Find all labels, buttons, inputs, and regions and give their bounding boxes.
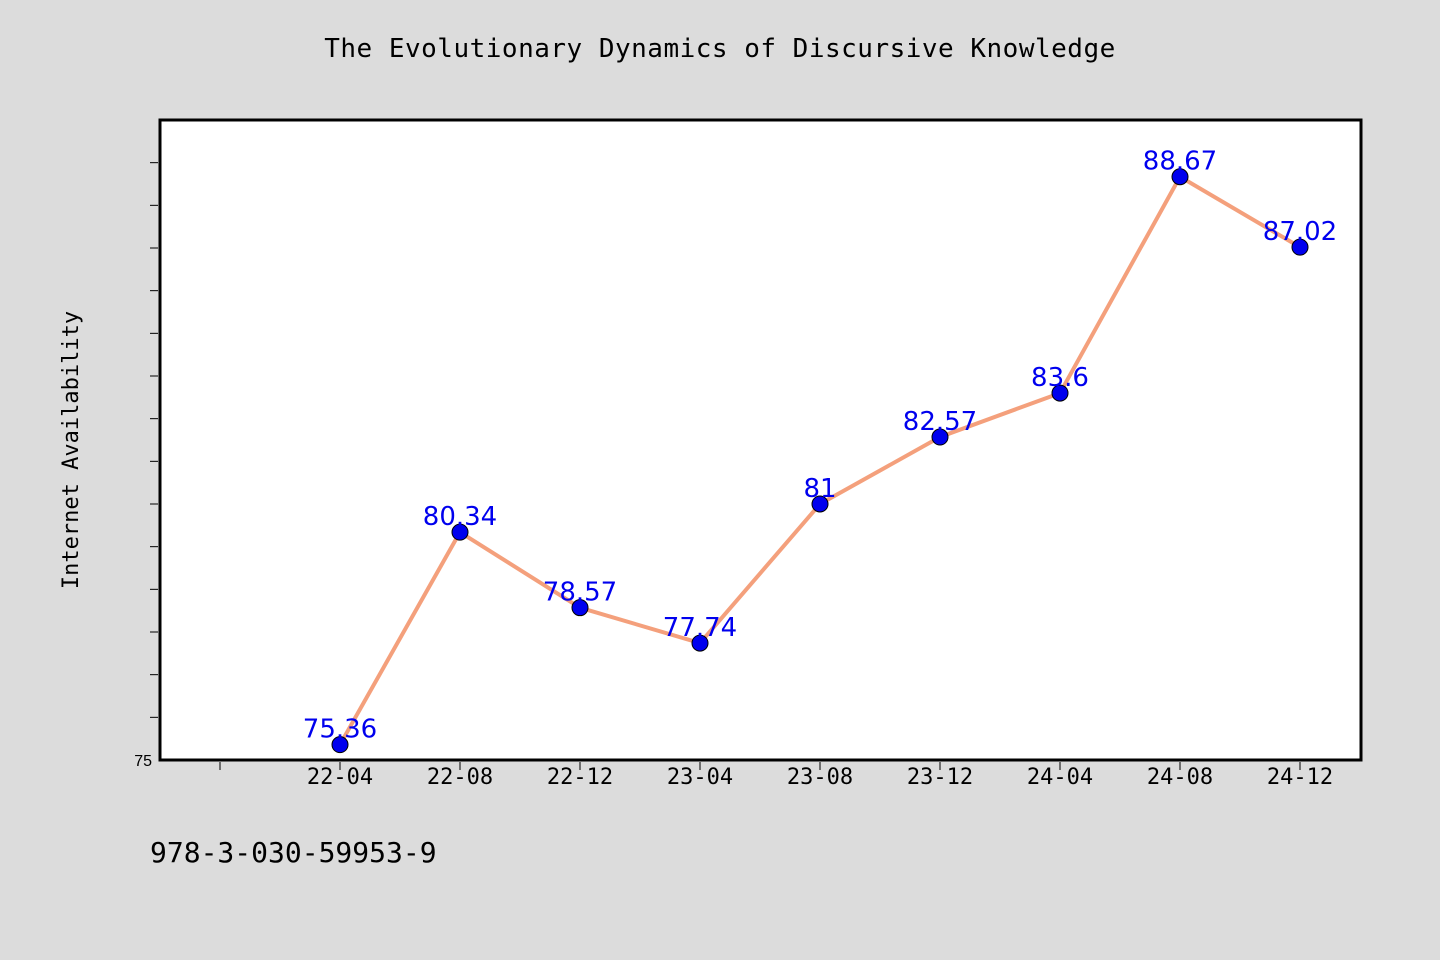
data-label: 75.36 (303, 715, 377, 745)
x-tick-label: 24-04 (1027, 765, 1093, 790)
data-label: 82.57 (903, 407, 977, 437)
data-label: 80.34 (423, 502, 497, 532)
x-tick-label: 22-12 (547, 765, 613, 790)
data-label: 83.6 (1031, 363, 1089, 393)
series-layer: 75.36 80.34 78.57 77.74 81 82.57 83.6 88.67 87.0… (303, 147, 1337, 754)
data-point (691, 634, 709, 652)
chart-title: The Evolutionary Dynamics of Discursive … (324, 34, 1116, 64)
data-label: 77.74 (663, 613, 737, 643)
data-label: 81 (803, 474, 836, 504)
data-point (571, 599, 589, 617)
data-point (331, 736, 349, 754)
x-tick-label: 22-04 (307, 765, 373, 790)
data-label: 78.57 (543, 578, 617, 608)
x-tick-label: 22-08 (427, 765, 493, 790)
y-tick-label: 75 (134, 753, 152, 770)
data-point (1171, 168, 1189, 186)
x-axis-ticks: 22-04 22-08 22-12 23-04 23-08 23-12 24-04 24-08… (219, 762, 1333, 790)
data-point (1291, 238, 1309, 256)
y-axis-ticks: 75 (134, 162, 158, 770)
y-axis-label: Internet Availability (59, 311, 84, 589)
x-tick-label: 24-12 (1267, 765, 1333, 790)
x-tick-label: 23-04 (667, 765, 733, 790)
data-point (1051, 384, 1069, 402)
footer-isbn: 978-3-030-59953-9 (150, 836, 437, 869)
data-label: 88.67 (1143, 147, 1217, 177)
plot-area (158, 118, 1363, 762)
x-tick-label: 23-08 (787, 765, 853, 790)
x-tick-label: 24-08 (1147, 765, 1213, 790)
data-point (451, 523, 469, 541)
x-tick-label: 23-12 (907, 765, 973, 790)
data-point (931, 428, 949, 446)
data-label: 87.02 (1263, 217, 1337, 247)
data-point (811, 495, 829, 513)
